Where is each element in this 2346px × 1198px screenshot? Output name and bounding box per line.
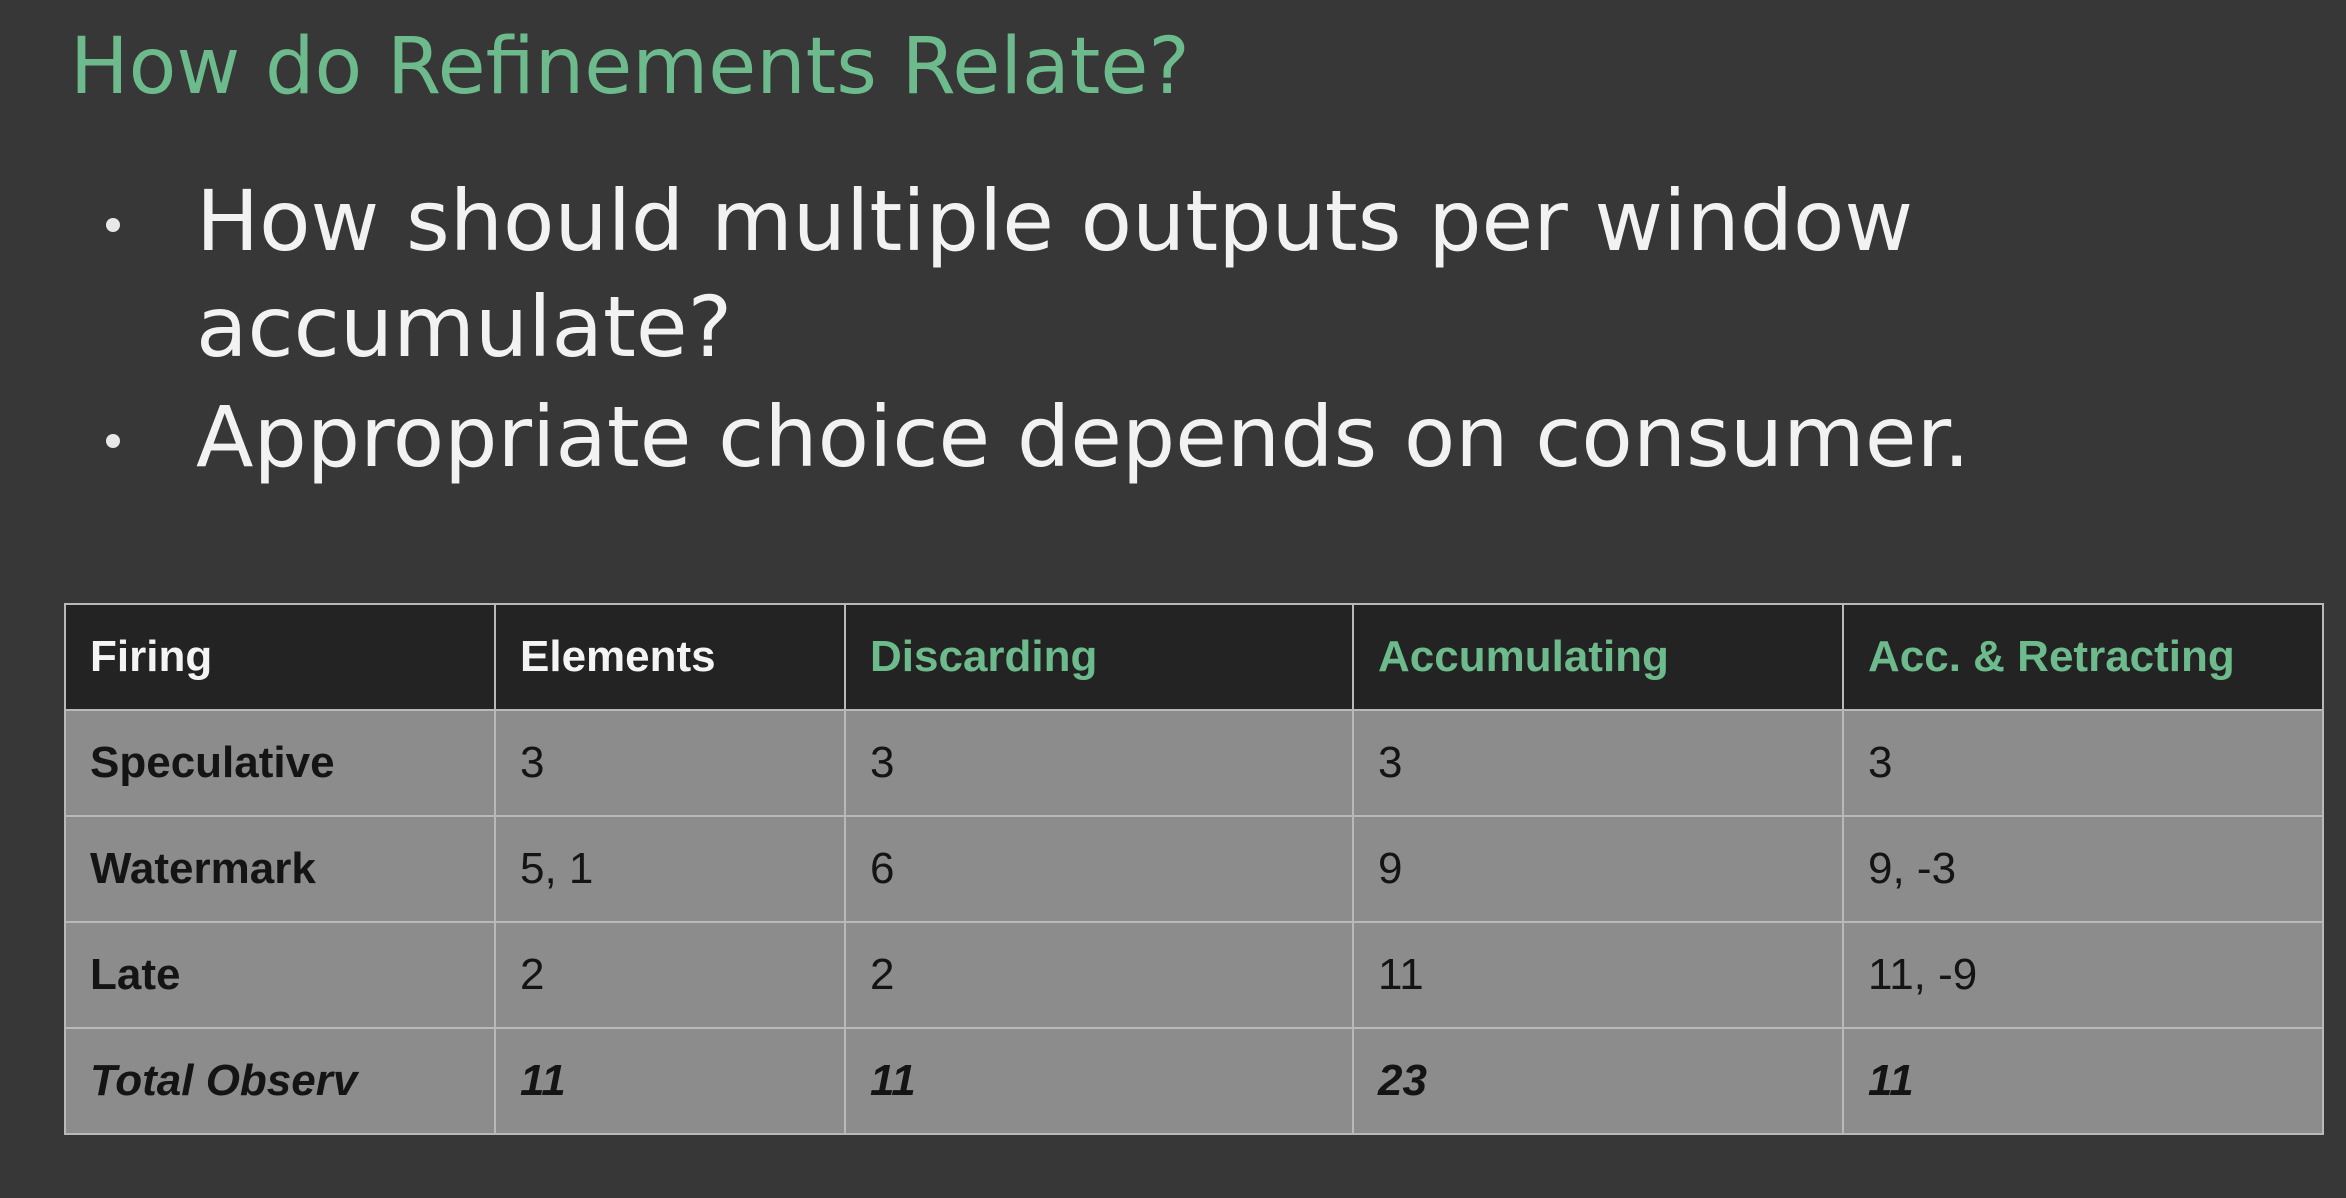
table-row: Speculative 3 3 3 3 bbox=[64, 709, 2324, 817]
row-label-late: Late bbox=[64, 921, 496, 1029]
table-header-row: Firing Elements Discarding Accumulating … bbox=[64, 603, 2324, 711]
row-label-speculative: Speculative bbox=[64, 709, 496, 817]
table-cell: 9, -3 bbox=[1842, 815, 2324, 923]
table-cell: 11 bbox=[494, 1027, 846, 1135]
table-cell: 11, -9 bbox=[1842, 921, 2324, 1029]
table-cell: 3 bbox=[494, 709, 846, 817]
table-cell: 3 bbox=[1352, 709, 1844, 817]
table-cell: 2 bbox=[844, 921, 1354, 1029]
table-row-total: Total Observ 11 11 23 11 bbox=[64, 1027, 2324, 1135]
header-accumulating: Accumulating bbox=[1352, 603, 1844, 711]
header-discarding: Discarding bbox=[844, 603, 1354, 711]
bullet-item: Appropriate choice depends on consumer. bbox=[100, 384, 2250, 490]
table-cell: 9 bbox=[1352, 815, 1844, 923]
bullet-item: How should multiple outputs per window a… bbox=[100, 168, 2250, 380]
table-cell: 6 bbox=[844, 815, 1354, 923]
header-elements: Elements bbox=[494, 603, 846, 711]
table-cell: 11 bbox=[1842, 1027, 2324, 1135]
table-cell: 23 bbox=[1352, 1027, 1844, 1135]
table-cell: 3 bbox=[844, 709, 1354, 817]
table-row: Watermark 5, 1 6 9 9, -3 bbox=[64, 815, 2324, 923]
table-cell: 2 bbox=[494, 921, 846, 1029]
header-acc-retracting: Acc. & Retracting bbox=[1842, 603, 2324, 711]
table-cell: 11 bbox=[1352, 921, 1844, 1029]
slide-title: How do Refinements Relate? bbox=[70, 22, 1190, 112]
table-cell: 11 bbox=[844, 1027, 1354, 1135]
bullet-list: How should multiple outputs per window a… bbox=[100, 168, 2250, 490]
row-label-total: Total Observ bbox=[64, 1027, 496, 1135]
header-firing: Firing bbox=[64, 603, 496, 711]
refinements-table: Firing Elements Discarding Accumulating … bbox=[64, 603, 2324, 1135]
table-cell: 3 bbox=[1842, 709, 2324, 817]
table-row: Late 2 2 11 11, -9 bbox=[64, 921, 2324, 1029]
row-label-watermark: Watermark bbox=[64, 815, 496, 923]
table-cell: 5, 1 bbox=[494, 815, 846, 923]
